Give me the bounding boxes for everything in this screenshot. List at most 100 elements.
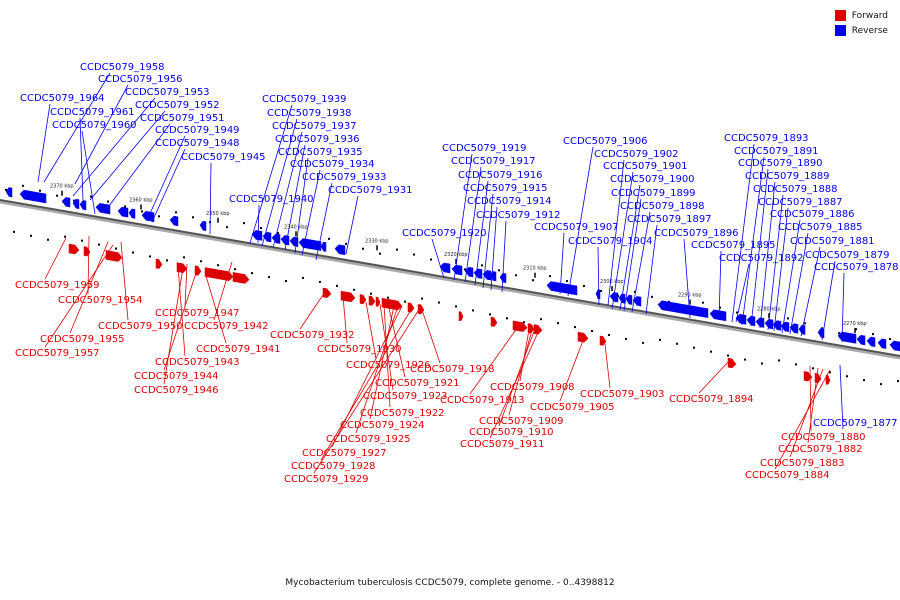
reverse-gene-label: CCDC5079_1896: [654, 228, 739, 239]
reverse-gene-label: CCDC5079_1938: [267, 108, 352, 119]
reverse-gene-label: CCDC5079_1916: [458, 170, 543, 181]
axis-dot: [183, 256, 185, 259]
forward-gene-label: CCDC5079_1959: [15, 280, 100, 291]
reverse-gene-arrow: [817, 328, 825, 339]
tick-label: 2270 kbp: [843, 321, 867, 327]
axis-dot: [744, 358, 746, 361]
forward-gene-label: CCDC5079_1947: [155, 308, 240, 319]
reverse-gene-label: CCDC5079_1953: [125, 87, 210, 98]
forward-gene-label: CCDC5079_1922: [360, 408, 445, 419]
reverse-gene-label: CCDC5079_1898: [620, 201, 705, 212]
forward-gene-arrow: [407, 302, 415, 313]
fwd-leader-line: [342, 295, 348, 344]
axis-dot: [243, 222, 245, 225]
fwd-leader-line: [559, 337, 585, 402]
forward-gene-arrow: [577, 331, 589, 343]
fwd-leader-line: [419, 303, 441, 364]
forward-gene-arrow: [105, 250, 123, 262]
forward-gene-label: CCDC5079_1923: [363, 391, 448, 402]
rev-leader-line: [759, 181, 776, 329]
rev-leader-line: [631, 211, 651, 313]
reverse-gene-label: CCDC5079_1888: [753, 184, 838, 195]
reverse-gene-label: CCDC5079_1889: [745, 171, 830, 182]
rev-leader-line: [284, 144, 306, 251]
reverse-gene-label: CCDC5079_1933: [302, 172, 387, 183]
reverse-gene-arrow: [262, 232, 272, 243]
rev-leader-line: [89, 110, 166, 201]
axis-dot: [702, 301, 704, 304]
reverse-gene-arrow: [632, 296, 642, 307]
reverse-gene-arrow: [61, 197, 71, 208]
reverse-gene-arrow: [877, 338, 887, 349]
axis-dot: [727, 354, 729, 357]
forward-gene-label: CCDC5079_1894: [669, 394, 754, 405]
axis-dot: [498, 269, 500, 272]
reverse-gene-arrow: [334, 244, 346, 256]
legend-reverse-label: Reverse: [851, 25, 888, 36]
forward-gene-arrow: [512, 320, 528, 332]
fwd-leader-line: [87, 235, 90, 295]
axis-line: [0, 199, 900, 357]
forward-gene-label: CCDC5079_1944: [134, 371, 219, 382]
axis-dot: [90, 195, 92, 198]
reverse-gene-arrow: [147, 211, 155, 222]
rev-leader-line: [261, 118, 298, 247]
reverse-gene-arrow: [141, 211, 151, 222]
rev-leader-line: [741, 156, 765, 326]
axis-dot: [81, 239, 83, 242]
forward-gene-arrow: [803, 371, 813, 382]
axis-dot: [302, 276, 304, 279]
forward-gene-label: CCDC5079_1926: [346, 360, 431, 371]
fwd-leader-line: [69, 241, 109, 334]
forward-gene-label: CCDC5079_1927: [302, 448, 387, 459]
reverse-gene-label: CCDC5079_1912: [476, 210, 561, 221]
rev-leader-line: [345, 195, 359, 255]
fwd-leader-line: [177, 265, 186, 357]
forward-gene-label: CCDC5079_1932: [270, 330, 355, 341]
axis-dot: [532, 279, 534, 282]
tick-label: 2290 kbp: [678, 293, 702, 299]
reverse-gene-label: CCDC5079_1937: [272, 121, 357, 132]
legend: Forward Reverse: [834, 8, 888, 38]
axis-dot: [600, 289, 602, 292]
reverse-gene-label: CCDC5079_1897: [627, 214, 712, 225]
reverse-gene-label: CCDC5079_1915: [463, 183, 548, 194]
reverse-gene-arrow: [451, 264, 463, 276]
axis-dot: [710, 350, 712, 353]
axis-dot: [192, 216, 194, 219]
axis-dot: [787, 317, 789, 320]
forward-swatch: [834, 10, 846, 21]
legend-forward: Forward: [834, 8, 888, 23]
rev-leader-line: [567, 146, 594, 297]
reverse-gene-label: CCDC5079_1914: [467, 196, 552, 207]
reverse-gene-arrow: [625, 294, 633, 305]
reverse-gene-arrow: [866, 336, 876, 347]
axis-dot: [115, 247, 117, 250]
forward-gene-arrow: [825, 374, 831, 385]
axis-dot: [345, 242, 347, 245]
axis-dot: [430, 258, 432, 261]
rev-leader-line: [800, 246, 821, 337]
axis-dot: [5, 188, 7, 191]
forward-gene-arrow: [359, 294, 367, 305]
axis-dot: [379, 252, 381, 255]
reverse-gene-label: CCDC5079_1951: [140, 113, 225, 124]
axis-dot: [260, 227, 262, 230]
reverse-gene-arrow: [837, 331, 857, 344]
reverse-swatch: [834, 25, 846, 36]
axis-dot: [319, 280, 321, 283]
axis-dot: [421, 297, 423, 300]
reverse-gene-arrow: [79, 200, 87, 211]
tick-label: 2370 kbp: [50, 184, 74, 190]
axis-dot: [39, 189, 41, 192]
fwd-leader-line: [519, 323, 531, 382]
axis-dot: [251, 272, 253, 275]
axis-dot: [795, 363, 797, 366]
tick-label: 2330 kbp: [365, 238, 389, 244]
fwd-leader-line: [299, 291, 326, 330]
reverse-gene-label: CCDC5079_1935: [278, 147, 363, 158]
forward-gene-label: CCDC5079_1918: [410, 364, 495, 375]
forward-gene-label: CCDC5079_1913: [440, 395, 525, 406]
genome-axis: 2370 kbp 2360 kbp 2350 kbp 2340 kbp 2330 kbp…: [0, 184, 900, 386]
